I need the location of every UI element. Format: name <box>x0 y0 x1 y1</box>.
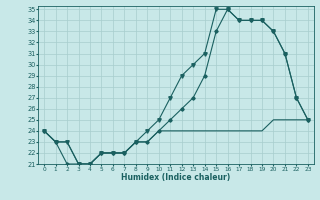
X-axis label: Humidex (Indice chaleur): Humidex (Indice chaleur) <box>121 173 231 182</box>
